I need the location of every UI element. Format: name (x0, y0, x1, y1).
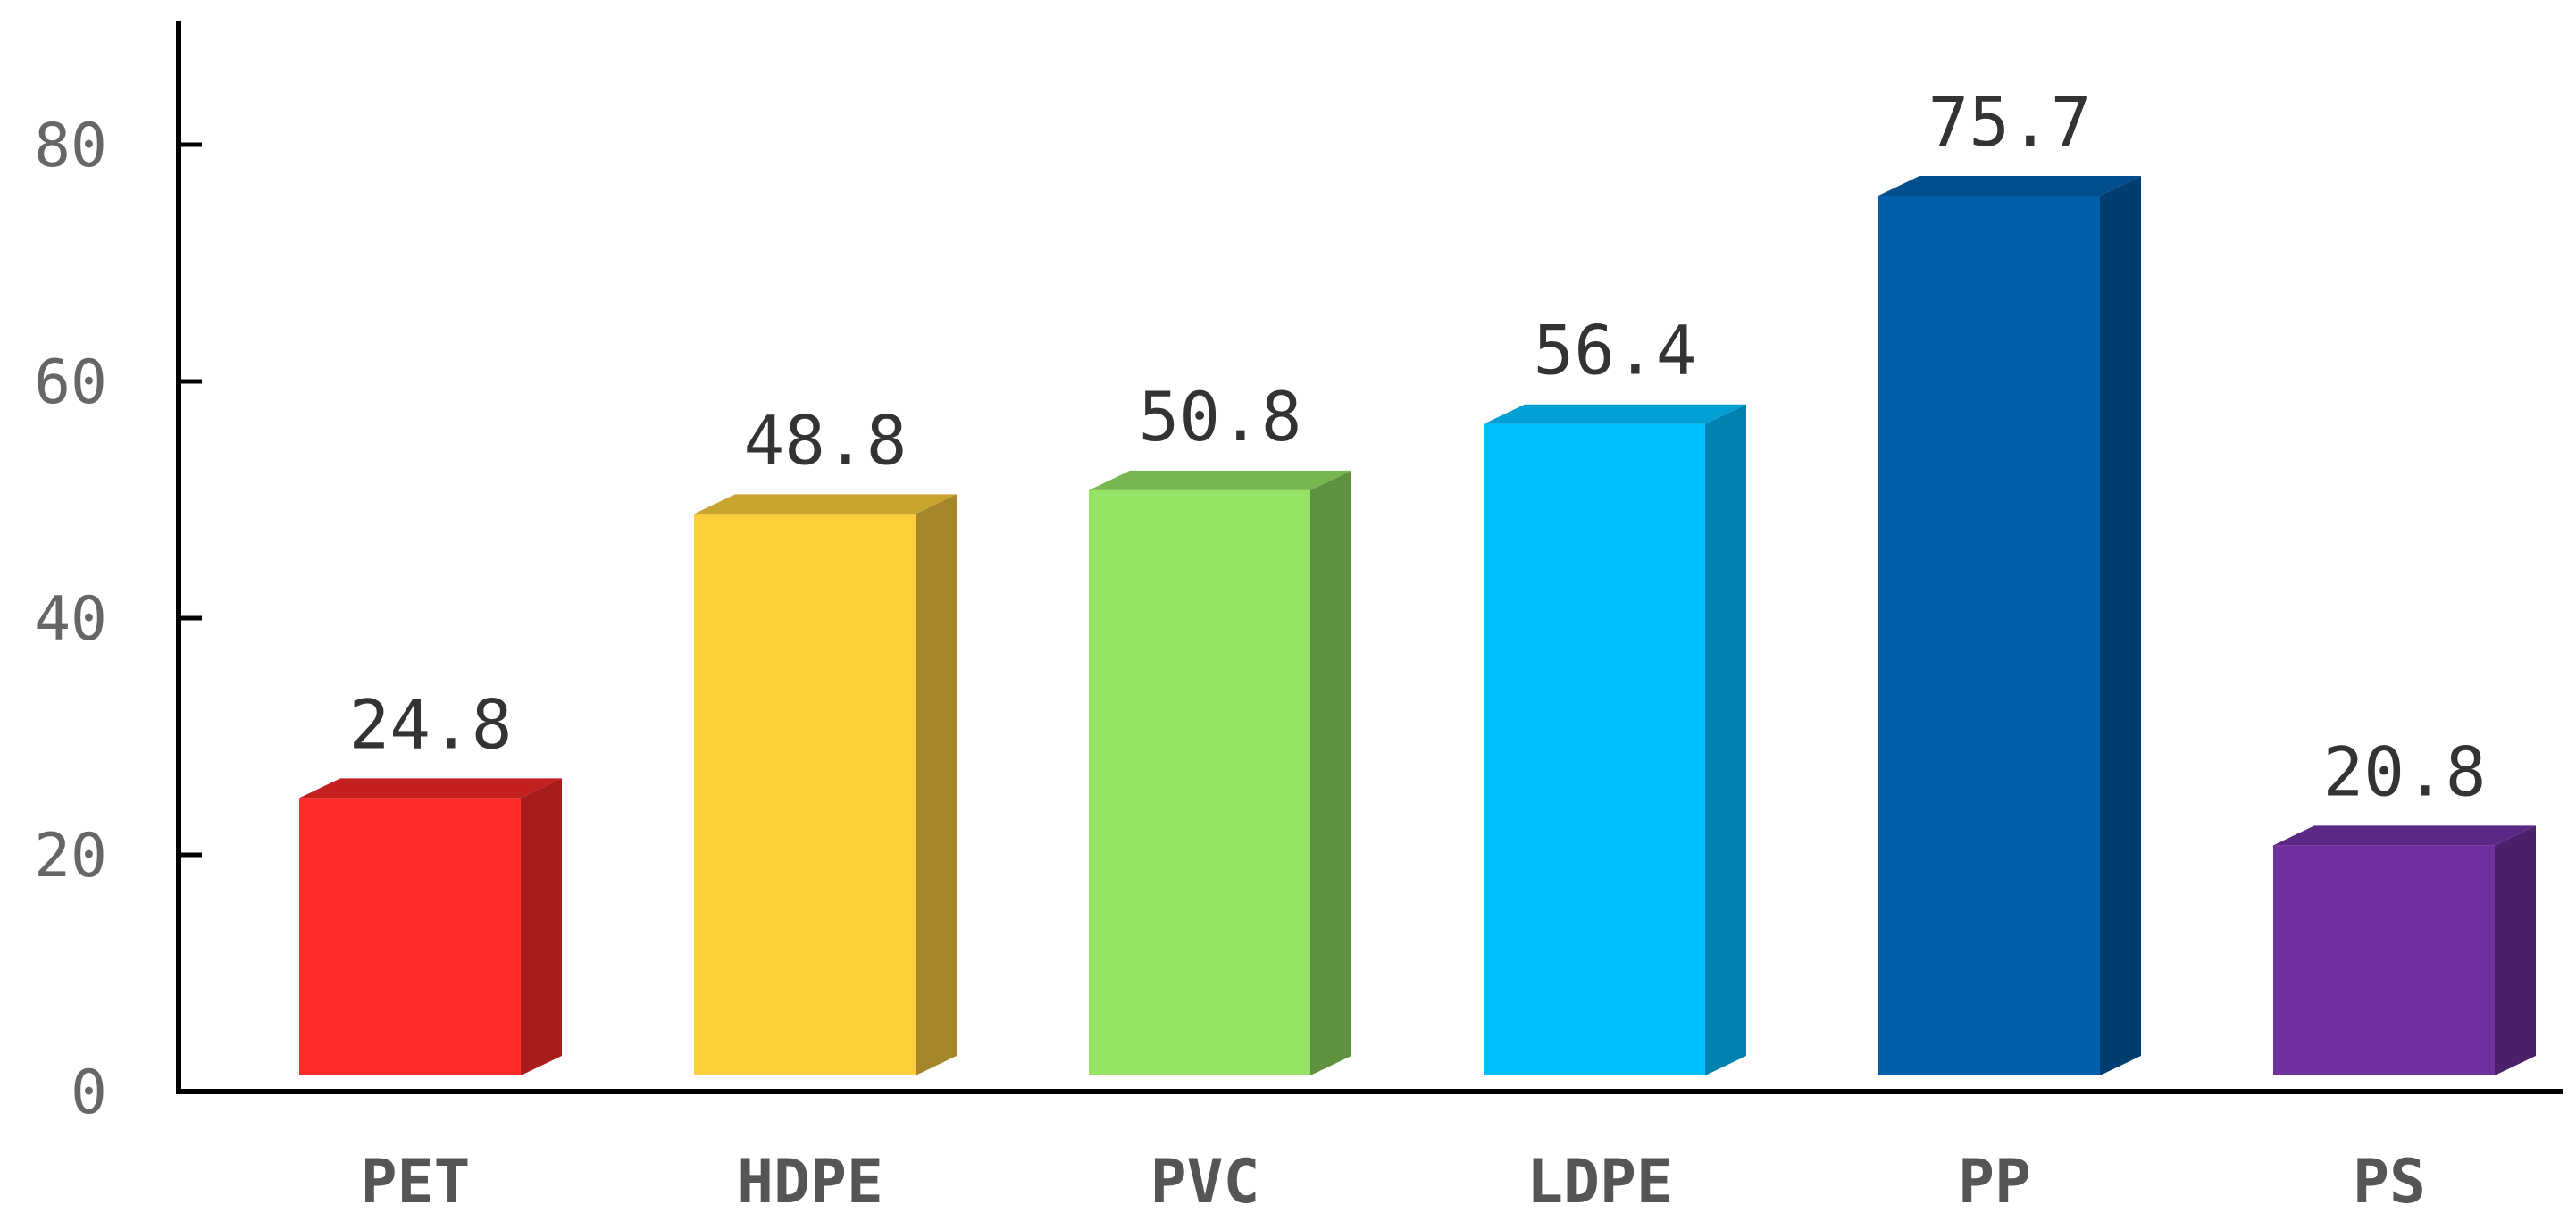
bar-top-face (1878, 175, 2141, 196)
data-label: 50.8 (1138, 377, 1301, 456)
category-label: HDPE (737, 1147, 883, 1217)
category-label: PET (361, 1147, 471, 1217)
data-label: 24.8 (348, 684, 512, 764)
data-label: 48.8 (743, 400, 907, 480)
category-label: LDPE (1526, 1147, 1673, 1217)
bar-side-face (1705, 404, 1746, 1075)
bar-pp (1878, 175, 2141, 1076)
bar-pvc (1089, 470, 1351, 1075)
bar-top-face (1484, 404, 1746, 424)
y-tick-label: 80 (34, 111, 107, 181)
y-tick-label: 0 (71, 1058, 107, 1128)
bar-front-face (1484, 423, 1705, 1075)
bar-front-face (2273, 845, 2495, 1075)
bar-top-face (1089, 470, 1351, 490)
bar-top-face (2273, 825, 2536, 846)
bar-hdpe (694, 494, 957, 1075)
axes-layer (176, 21, 2563, 1094)
bar-front-face (694, 514, 916, 1075)
y-tick-label: 20 (34, 821, 107, 891)
bar-side-face (1310, 470, 1351, 1075)
bar-side-face (521, 778, 562, 1075)
category-label: PVC (1150, 1147, 1260, 1217)
bar-pet (299, 778, 562, 1075)
bar-front-face (1089, 489, 1310, 1075)
data-label: 20.8 (2322, 732, 2486, 811)
category-label: PS (2353, 1147, 2426, 1217)
y-tick-label: 40 (34, 584, 107, 655)
y-tick-label: 60 (34, 347, 107, 418)
bar-side-face (2495, 825, 2536, 1075)
data-label: 75.7 (1928, 82, 2091, 162)
bar-top-face (299, 778, 562, 799)
bar-side-face (2100, 175, 2141, 1076)
bar-side-face (916, 494, 957, 1075)
bar-front-face (299, 798, 521, 1075)
bar-ps (2273, 825, 2536, 1075)
data-label: 56.4 (1533, 311, 1696, 390)
bars-layer (299, 175, 2536, 1076)
category-label: PP (1958, 1147, 2031, 1217)
bar-top-face (694, 494, 957, 515)
bar-ldpe (1484, 404, 1746, 1075)
bar-front-face (1878, 195, 2100, 1076)
labels-layer: 24.8 PET 48.8 HDPE 50.8 PVC 56.4 LDPE 75.7 PP 20.8… (34, 82, 2486, 1217)
